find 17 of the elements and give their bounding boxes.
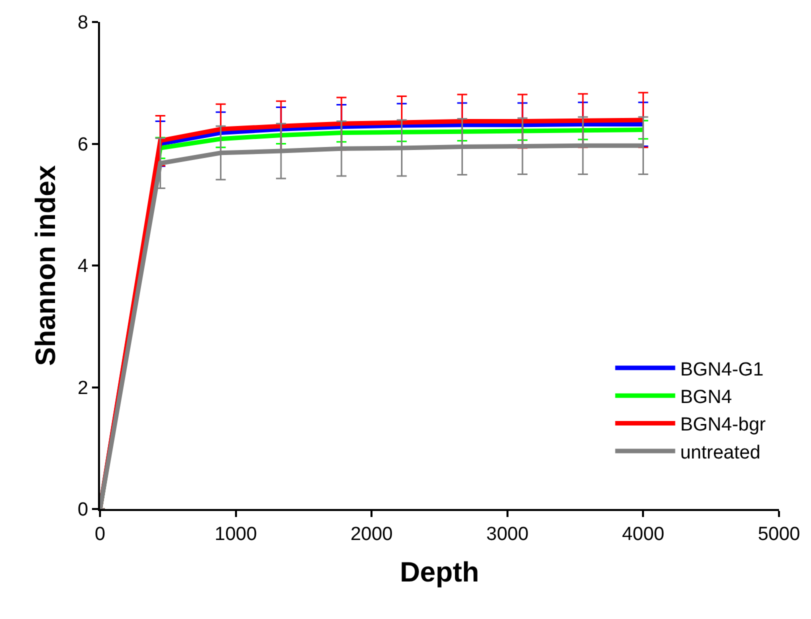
y-tick-label: 8 <box>78 12 88 34</box>
legend-label: BGN4-bgr <box>680 414 766 436</box>
x-tick-label: 4000 <box>622 524 664 545</box>
y-tick-label: 2 <box>78 378 88 399</box>
x-tick-label: 2000 <box>350 524 393 545</box>
y-tick-label: 6 <box>78 134 88 156</box>
legend-label: BGN4-G1 <box>680 359 764 380</box>
x-tick-label: 1000 <box>214 524 257 545</box>
legend-label: untreated <box>680 442 761 464</box>
legend-label: BGN4 <box>680 387 732 408</box>
x-tick-label: 5000 <box>758 524 800 545</box>
y-axis-title: Shannon index <box>30 164 61 366</box>
x-tick-label: 3000 <box>486 524 529 545</box>
y-tick-label: 0 <box>78 500 88 521</box>
y-tick-label: 4 <box>78 256 89 278</box>
x-tick-label: 0 <box>94 524 106 545</box>
x-axis-title: Depth <box>400 556 480 588</box>
